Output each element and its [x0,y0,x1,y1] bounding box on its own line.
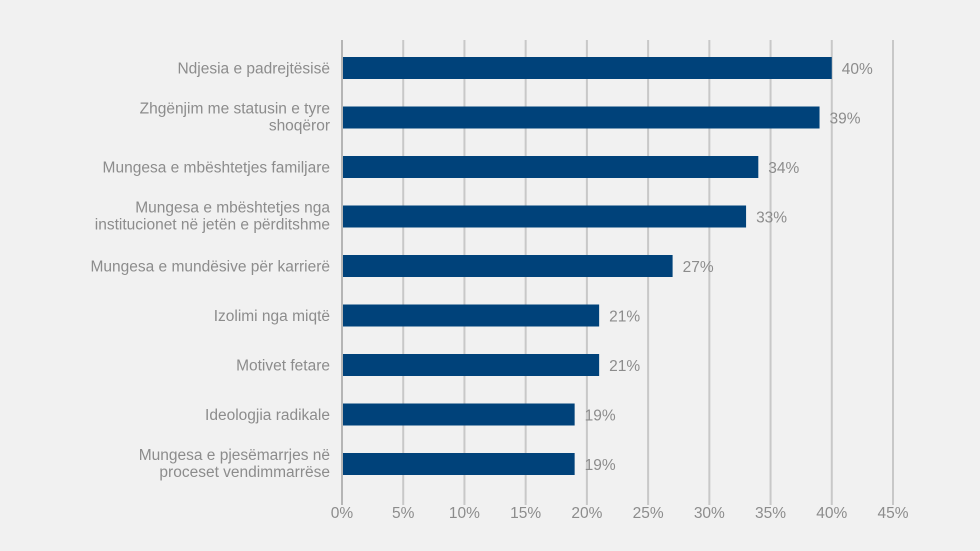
category-label: Mungesa e mundësive për karrierë [90,259,330,276]
category-label: institucionet në jetën e përditshme [95,217,330,234]
x-tick-label: 25% [633,505,664,522]
data-label: 39% [830,111,861,128]
data-label: 34% [768,160,799,177]
data-label: 21% [609,309,640,326]
x-tick-label: 20% [571,505,602,522]
bar [343,403,575,426]
data-label: 19% [585,408,616,425]
x-tick-label: 15% [510,505,541,522]
category-label: proceset vendimmarrëse [159,464,330,481]
bar [343,453,575,475]
data-label: 33% [756,210,787,227]
category-label: Izolimi nga miqtë [214,308,330,325]
x-tick-label: 45% [877,505,908,522]
category-label: Ndjesia e padrejtësisë [177,61,330,78]
bar [343,205,747,228]
data-label: 21% [609,358,640,375]
bar [343,255,673,277]
category-label: Ideologjia radikale [205,407,330,424]
bar [343,354,600,376]
category-label: Zhgënjim me statusin e tyre [140,101,330,118]
category-label: Mungesa e mbështetjes nga [135,200,330,217]
category-label: shoqëror [269,118,330,135]
bar [343,106,820,129]
category-label: Mungesa e pjesëmarrjes në [139,447,330,464]
data-label: 27% [683,259,714,276]
data-label: 40% [842,61,873,78]
data-label: 19% [585,457,616,474]
bar [343,57,832,79]
category-label: Mungesa e mbështetjes familjare [103,160,330,177]
bar [343,156,759,178]
x-tick-label: 10% [449,505,480,522]
bar [343,304,600,327]
x-tick-label: 40% [816,505,847,522]
x-tick-label: 35% [755,505,786,522]
category-label: Motivet fetare [236,358,330,375]
x-tick-label: 0% [331,505,354,522]
x-tick-label: 30% [694,505,725,522]
x-tick-label: 5% [392,505,415,522]
